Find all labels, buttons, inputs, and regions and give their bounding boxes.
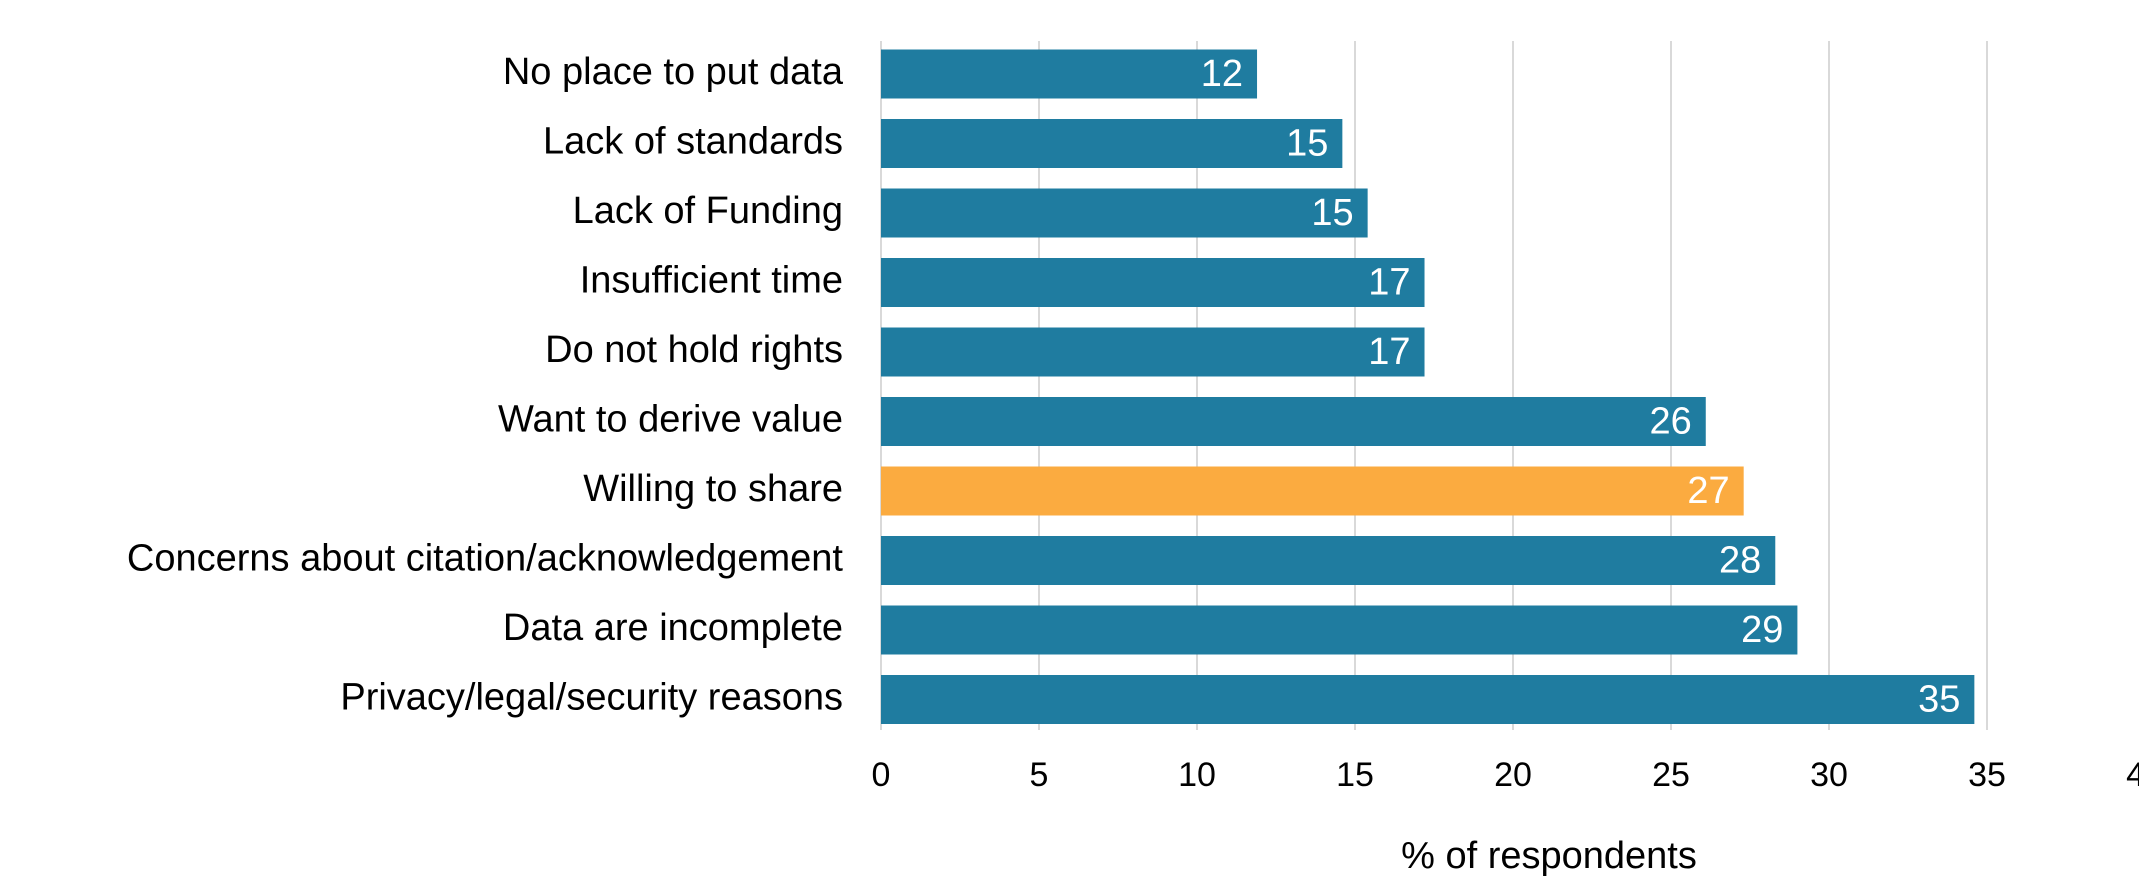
x-tick-label: 0 <box>872 756 891 794</box>
bar <box>881 119 1343 168</box>
y-tick-label: Lack of Funding <box>573 190 843 232</box>
bar <box>881 49 1258 99</box>
bar <box>881 466 1744 516</box>
y-tick-label: Insufficient time <box>580 260 843 302</box>
value-label: 29 <box>1741 609 1783 651</box>
x-tick-label: 30 <box>1810 756 1848 794</box>
value-label: 26 <box>1649 401 1691 443</box>
x-tick-label: 20 <box>1494 756 1532 794</box>
value-label: 15 <box>1311 192 1353 234</box>
bar <box>881 188 1368 238</box>
y-tick-label: Willing to share <box>583 468 843 510</box>
value-label: 27 <box>1687 470 1729 512</box>
bar <box>881 675 1975 724</box>
bar <box>881 536 1776 585</box>
x-tick-label: 25 <box>1652 756 1690 794</box>
y-tick-label: Privacy/legal/security reasons <box>340 677 843 719</box>
value-label: 35 <box>1918 679 1960 721</box>
x-tick-label: 35 <box>1968 756 2006 794</box>
value-label: 17 <box>1368 331 1410 373</box>
x-tick-label: 5 <box>1030 756 1049 794</box>
value-label: 12 <box>1201 53 1243 95</box>
y-tick-label: Do not hold rights <box>545 329 843 371</box>
bar <box>881 258 1425 307</box>
bar <box>881 605 1798 655</box>
bar <box>881 327 1425 377</box>
value-label: 15 <box>1286 123 1328 165</box>
y-tick-label: Data are incomplete <box>503 607 843 649</box>
x-tick-label: 40 <box>2126 756 2139 794</box>
x-tick-label: 15 <box>1336 756 1374 794</box>
bar <box>881 397 1706 446</box>
y-tick-label: Lack of standards <box>543 121 843 163</box>
y-tick-label: No place to put data <box>503 51 844 93</box>
y-tick-label: Want to derive value <box>498 399 843 441</box>
value-label: 28 <box>1719 540 1761 582</box>
y-tick-label: Concerns about citation/acknowledgement <box>127 538 844 580</box>
x-tick-label: 10 <box>1178 756 1216 794</box>
x-axis-title: % of respondents <box>1401 835 1697 877</box>
value-label: 17 <box>1368 262 1410 304</box>
